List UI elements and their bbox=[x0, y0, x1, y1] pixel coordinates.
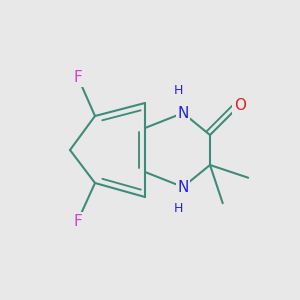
Text: O: O bbox=[234, 98, 246, 113]
Text: H: H bbox=[173, 85, 183, 98]
Text: F: F bbox=[74, 70, 82, 85]
Text: N: N bbox=[177, 179, 189, 194]
Text: F: F bbox=[73, 214, 82, 229]
Text: N: N bbox=[177, 106, 189, 121]
Text: H: H bbox=[173, 202, 183, 215]
